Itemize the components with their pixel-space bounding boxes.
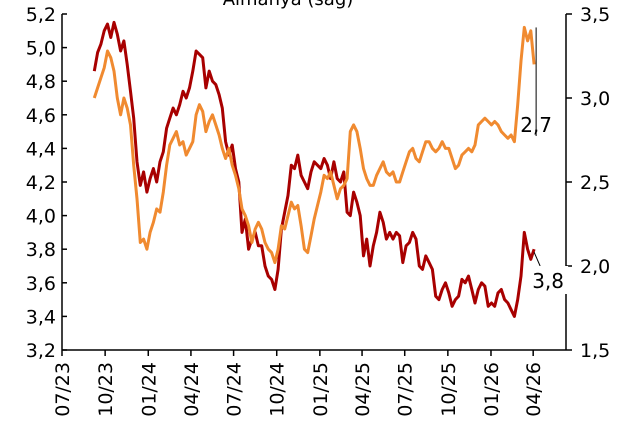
right-tick-label: 3,5 (580, 4, 610, 26)
legend-label: Almanya (sağ) (223, 0, 354, 10)
left-tick-label: 5,0 (26, 38, 56, 60)
x-tick-label: 01/24 (138, 362, 160, 417)
x-tick-label: 10/24 (267, 362, 289, 417)
series-line-left (92, 20, 536, 318)
left-tick-label: 3,2 (26, 340, 56, 362)
left-tick-label: 3,4 (26, 306, 56, 328)
x-tick-label: 10/25 (438, 362, 460, 417)
left-tick-label: 4,6 (26, 105, 56, 127)
right-tick-label: 3,0 (580, 88, 610, 110)
x-tick-label: 07/23 (52, 362, 74, 417)
left-tick-label: 4,8 (26, 71, 56, 93)
end-label-leader-left (533, 252, 541, 267)
end-label-box-left (528, 266, 569, 294)
x-tick-label: 07/24 (224, 362, 246, 417)
end-labels: 3,82,7 (520, 27, 569, 294)
right-tick-label: 1,5 (580, 340, 610, 362)
left-y-axis: 3,2 3,4 3,6 3,8 4,0 4,2 4,4 4,6 4,8 5,0 5,2 (26, 4, 67, 362)
x-tick-label: 04/25 (352, 362, 374, 417)
series-layer (92, 20, 536, 318)
left-tick-label: 3,6 (26, 273, 56, 295)
right-y-axis: 1,5 2,0 2,5 3,0 3,5 (565, 4, 610, 362)
left-tick-label: 4,0 (26, 206, 56, 228)
left-tick-label: 5,2 (26, 4, 56, 26)
x-tick-label: 01/26 (481, 362, 503, 417)
left-tick-label: 3,8 (26, 239, 56, 261)
x-tick-label: 07/25 (395, 362, 417, 417)
left-tick-label: 4,4 (26, 138, 56, 160)
right-tick-label: 2,5 (580, 172, 610, 194)
right-tick-label: 2,0 (580, 256, 610, 278)
end-label-left: 3,8 (532, 269, 564, 293)
x-axis: 07/23 10/23 01/24 04/24 07/24 10/24 01/25 04/25… (52, 349, 566, 417)
x-tick-label: 01/25 (310, 362, 332, 417)
series-line-right (92, 25, 536, 265)
left-tick-label: 4,2 (26, 172, 56, 194)
x-tick-label: 10/23 (95, 362, 117, 417)
x-tick-label: 04/24 (181, 362, 203, 417)
x-tick-label: 04/26 (523, 362, 545, 417)
